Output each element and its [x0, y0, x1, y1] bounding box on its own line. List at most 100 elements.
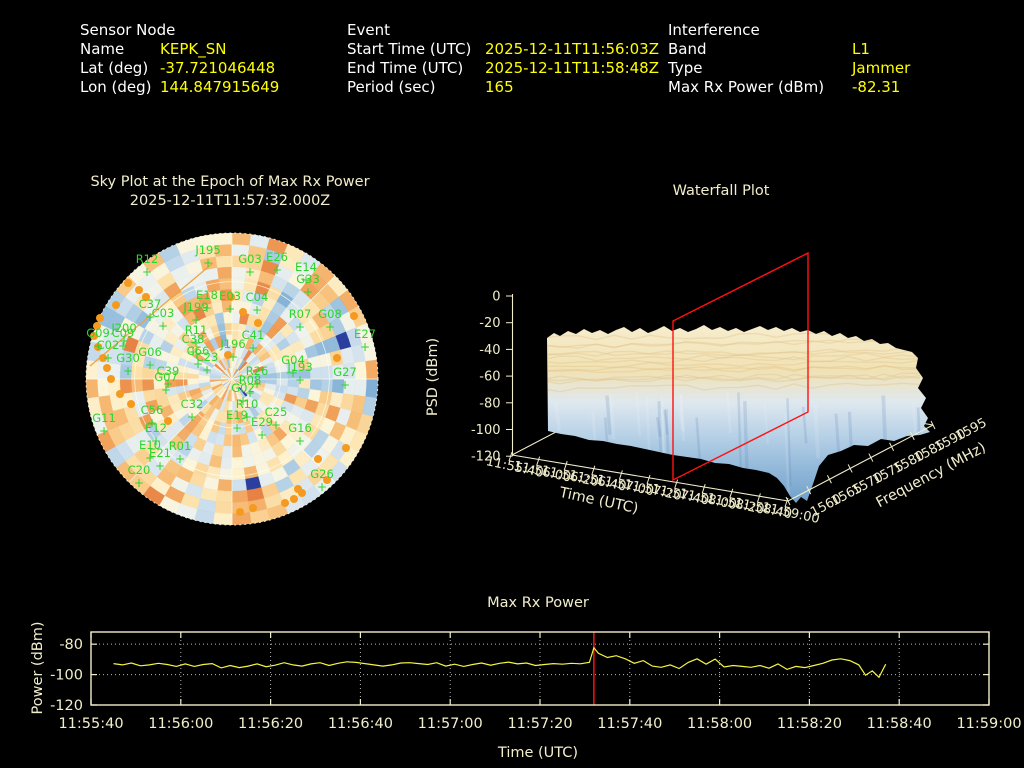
- satellite-label-J199: J199: [182, 300, 208, 314]
- satellite-marker-R12: +: [142, 265, 152, 279]
- interference-band-row: Band L1: [668, 40, 910, 59]
- satellite-label-G03: G03: [238, 252, 262, 266]
- power-x-tick: 11:58:00: [687, 716, 752, 732]
- satellite-label-C38: C38: [182, 332, 205, 346]
- event-panel: Event Start Time (UTC) 2025-12-11T11:56:…: [347, 21, 659, 97]
- satellite-label-C03: C03: [152, 306, 175, 320]
- satellite-label-J196: J196: [219, 337, 245, 351]
- interference-type-label: Type: [668, 59, 703, 77]
- interference-maxrx-row: Max Rx Power (dBm) -82.31: [668, 78, 910, 97]
- interference-maxrx-value: -82.31: [852, 78, 901, 96]
- waterfall-surface: [547, 325, 930, 503]
- satellite-marker-J199: +: [191, 313, 201, 327]
- satellite-label-G11: G11: [92, 411, 116, 425]
- sky-plot: J195+ G03+E26+ E14+G33+R12+C37+C03+J199+E1…: [85, 174, 379, 526]
- power-x-tick: 11:57:20: [507, 716, 572, 732]
- waterfall-freq-tick: 1595: [953, 416, 989, 445]
- waterfall-psd-axis-label: PSD (dBm): [425, 338, 441, 416]
- satellite-label-C56: C56: [141, 403, 164, 417]
- satellite-marker-E19: +: [232, 421, 242, 435]
- waterfall-floor-front-edges: [511, 424, 934, 502]
- power-y-axis-label: Power (dBm): [30, 621, 46, 714]
- orange-dot: [224, 351, 232, 359]
- satellite-label-G02: G02: [231, 381, 255, 395]
- satellite-marker-G08: +: [325, 320, 335, 334]
- satellite-label-E21: E21: [149, 446, 171, 460]
- satellite-marker-E26: +: [272, 263, 282, 277]
- satellite-label-E18: E18: [196, 288, 218, 302]
- satellite-label-E27: E27: [354, 327, 376, 341]
- waterfall-epoch-slice: [672, 251, 809, 482]
- satellite-label-G33: G33: [296, 272, 320, 286]
- sky-satellites: J195+ G03+E26+ E14+G33+R12+C37+C03+J199+E1…: [86, 243, 376, 494]
- sky-polar-grid: [85, 232, 379, 526]
- satellite-marker-C04: +: [252, 303, 262, 317]
- satellite-marker-C41: +: [248, 341, 258, 355]
- power-x-tick: 11:58:40: [867, 716, 932, 732]
- satellite-label-C02: C02: [97, 338, 120, 352]
- orange-dot: [96, 314, 104, 322]
- satellite-label-E14: E14: [295, 260, 317, 274]
- satellite-label-G06: G06: [138, 345, 162, 359]
- satellite-marker-R07: +: [295, 320, 305, 334]
- satellite-label-R01: R01: [169, 439, 192, 453]
- orange-dot: [323, 476, 331, 484]
- orange-dot: [281, 499, 289, 507]
- satellite-label-G04: G04: [281, 353, 305, 367]
- interference-band-label: Band: [668, 40, 707, 58]
- satellite-marker-G02: +: [238, 394, 248, 408]
- event-start-row: Start Time (UTC) 2025-12-11T11:56:03Z: [347, 40, 659, 59]
- satellite-label-G08: G08: [318, 307, 342, 321]
- satellite-label-G09: G09: [86, 326, 110, 340]
- satellite-label-G07: G07: [154, 370, 178, 384]
- waterfall-plot: Waterfall Plot11:55:4011:56:0011:56:2011…: [425, 183, 989, 527]
- satellite-marker-C38: +: [188, 345, 198, 359]
- power-chart-title: Max Rx Power: [487, 595, 589, 611]
- satellite-marker-J196: +: [228, 350, 238, 364]
- satellite-marker-G09: +: [93, 339, 103, 353]
- power-series-line: [113, 646, 887, 679]
- sky-orange-dots: [90, 279, 358, 516]
- satellite-marker-G30: +: [123, 364, 133, 378]
- orange-dot: [124, 279, 132, 287]
- satellite-label-E03: E03: [219, 289, 241, 303]
- satellite-marker-E10: +: [145, 451, 155, 465]
- orange-dot: [227, 293, 235, 301]
- satellite-marker-G33: +: [303, 285, 313, 299]
- event-period-value: 165: [485, 78, 514, 96]
- orange-dot: [94, 343, 102, 351]
- satellite-label-C09: C09: [112, 326, 135, 340]
- satellite-marker-C66: +: [193, 357, 203, 371]
- satellite-label-R12: R12: [136, 252, 159, 266]
- satellite-label-C23: C23: [196, 350, 219, 364]
- satellite-marker-E27: +: [360, 340, 370, 354]
- waterfall-psd-tick: -40: [479, 343, 500, 358]
- orange-dot: [239, 308, 247, 316]
- power-y-tick: -120: [50, 698, 83, 714]
- sensor-node-title: Sensor Node: [80, 21, 176, 39]
- event-end-value: 2025-12-11T11:58:48Z: [485, 59, 659, 77]
- satellite-marker-E14: +: [301, 273, 311, 287]
- satellite-label-E19: E19: [226, 408, 248, 422]
- satellite-marker-J193: +: [295, 373, 305, 387]
- satellite-marker-G11: +: [99, 424, 109, 438]
- interference-type-value: Jammer: [852, 59, 911, 77]
- power-x-tick: 11:58:20: [777, 716, 842, 732]
- orange-dot: [135, 286, 143, 294]
- interference-maxrx-label: Max Rx Power (dBm): [668, 78, 825, 96]
- orange-dot: [290, 495, 298, 503]
- waterfall-psd-tick: -60: [479, 370, 500, 385]
- satellite-label-E10: E10: [139, 438, 161, 452]
- sensor-lat-label: Lat (deg): [80, 59, 149, 77]
- satellite-marker-C20: +: [134, 476, 144, 490]
- power-x-axis-label: Time (UTC): [497, 745, 578, 761]
- waterfall-psd-axis: 0 -20 -40 -60 -80 -100 -120 PSD (dBm): [425, 290, 514, 465]
- power-x-tick: 11:59:00: [956, 716, 1021, 732]
- satellite-label-C20: C20: [128, 463, 151, 477]
- satellite-label-C39: C39: [157, 364, 180, 378]
- satellite-marker-C23: +: [202, 363, 212, 377]
- satellite-label-E26: E26: [266, 250, 288, 264]
- waterfall-psd-tick: -80: [479, 396, 500, 411]
- orange-dot: [142, 293, 150, 301]
- waterfall-psd-tick: -120: [471, 450, 501, 465]
